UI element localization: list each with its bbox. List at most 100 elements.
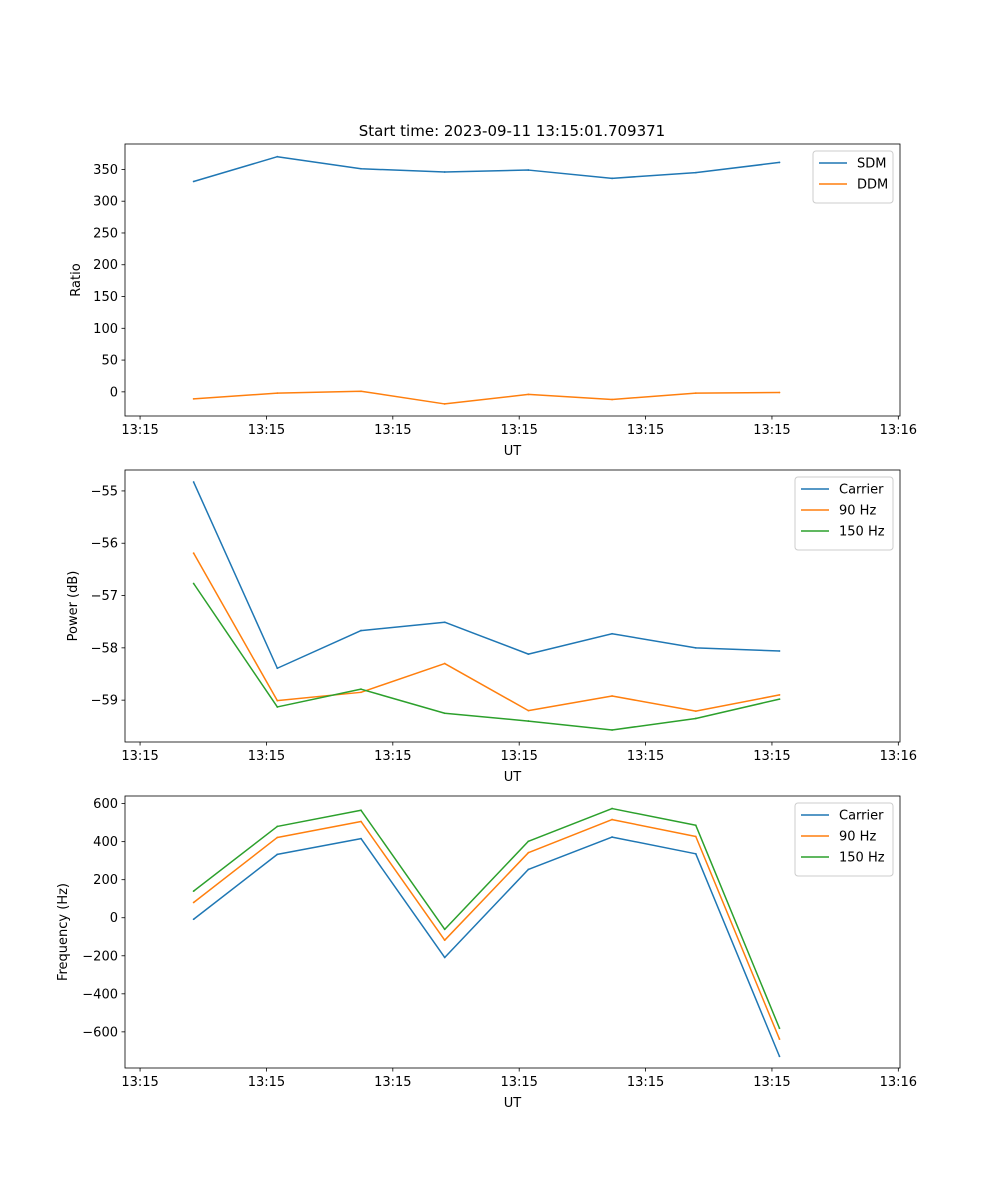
data-point-150-hz-7 bbox=[694, 824, 697, 827]
legend-label-ddm: DDM bbox=[857, 178, 888, 193]
y-tick-label: 350 bbox=[93, 163, 118, 178]
data-point-ddm-2 bbox=[276, 392, 279, 395]
y-tick-label: 400 bbox=[93, 835, 118, 850]
data-point-150-hz-2 bbox=[276, 706, 279, 708]
y-tick-label: 50 bbox=[101, 354, 118, 369]
data-point-sdm-2 bbox=[276, 155, 279, 158]
data-point-90-hz-2 bbox=[276, 836, 279, 839]
axes-frame bbox=[124, 795, 901, 1069]
data-point-150-hz-4 bbox=[443, 928, 446, 931]
y-tick-label: 0 bbox=[110, 385, 118, 400]
data-point-ddm-8 bbox=[778, 391, 781, 394]
y-tick-label: 250 bbox=[93, 226, 118, 241]
data-point-90-hz-1 bbox=[192, 901, 195, 904]
legend-label-90-hz: 90 Hz bbox=[839, 830, 876, 845]
data-point-150-hz-8 bbox=[778, 698, 781, 701]
x-tick-label: 13:15 bbox=[500, 423, 537, 438]
data-point-90-hz-6 bbox=[611, 695, 613, 697]
data-point-carrier-6 bbox=[611, 632, 613, 635]
x-tick-label: 13:15 bbox=[248, 1075, 285, 1090]
data-point-carrier-4 bbox=[443, 956, 446, 959]
data-point-90-hz-3 bbox=[360, 691, 362, 694]
data-point-150-hz-1 bbox=[192, 582, 195, 585]
y-tick-label: −56 bbox=[91, 537, 118, 552]
y-axis-label: Frequency (Hz) bbox=[56, 883, 71, 981]
data-point-ddm-1 bbox=[192, 397, 195, 400]
series-line-90-hz bbox=[192, 552, 780, 712]
axes-frame bbox=[124, 143, 901, 417]
series-line-150-hz bbox=[193, 583, 780, 731]
data-point-90-hz-5 bbox=[527, 709, 530, 712]
data-point-150-hz-1 bbox=[192, 890, 195, 893]
data-point-ddm-3 bbox=[360, 390, 362, 393]
data-point-150-hz-8 bbox=[778, 1027, 781, 1030]
data-point-90-hz-7 bbox=[694, 710, 697, 713]
x-tick-label: 13:15 bbox=[753, 423, 790, 438]
series-line-150-hz bbox=[193, 807, 781, 1029]
legend-label-90-hz: 90 Hz bbox=[839, 504, 876, 519]
series-line-90-hz bbox=[193, 818, 781, 1040]
data-point-150-hz-3 bbox=[360, 688, 362, 691]
y-tick-label: −600 bbox=[82, 1025, 118, 1040]
data-point-ddm-4 bbox=[443, 403, 446, 405]
x-axis-label: UT bbox=[504, 1096, 522, 1111]
legend-label-150-hz: 150 Hz bbox=[839, 851, 885, 866]
data-point-carrier-3 bbox=[360, 837, 362, 840]
data-point-sdm-4 bbox=[443, 171, 446, 173]
data-point-150-hz-6 bbox=[611, 729, 613, 731]
data-point-carrier-2 bbox=[276, 667, 279, 670]
data-point-carrier-1 bbox=[192, 481, 195, 483]
figure-title: Start time: 2023-09-11 13:15:01.709371 bbox=[359, 122, 665, 140]
y-tick-label: −59 bbox=[91, 694, 118, 709]
data-point-carrier-1 bbox=[192, 918, 195, 921]
x-tick-label: 13:15 bbox=[121, 749, 158, 764]
series-line-sdm bbox=[193, 155, 780, 183]
data-point-carrier-5 bbox=[527, 653, 530, 656]
chart-panel-ratio: 13:15 13:15 13:15 13:15 13:15 13:15 13:16 0 50 10… bbox=[69, 143, 917, 459]
chart-panel-frequency: 13:15 13:15 13:15 13:15 13:15 13:15 13:16 −600 −… bbox=[56, 795, 917, 1111]
y-tick-label: −400 bbox=[82, 987, 118, 1002]
y-tick-label: 200 bbox=[93, 873, 118, 888]
data-point-sdm-8 bbox=[778, 161, 781, 164]
legend-label-carrier: Carrier bbox=[839, 483, 884, 498]
y-tick-label: −58 bbox=[91, 641, 118, 656]
x-tick-label: 13:15 bbox=[248, 423, 285, 438]
data-point-carrier-8 bbox=[778, 1055, 781, 1058]
data-point-carrier-2 bbox=[276, 853, 279, 856]
data-point-150-hz-7 bbox=[694, 717, 697, 720]
x-tick-label: 13:16 bbox=[880, 749, 917, 764]
data-point-150-hz-5 bbox=[527, 840, 530, 843]
data-point-carrier-8 bbox=[778, 650, 781, 652]
data-point-carrier-4 bbox=[443, 621, 446, 624]
x-tick-label: 13:15 bbox=[500, 749, 537, 764]
x-tick-label: 13:15 bbox=[121, 423, 158, 438]
x-tick-label: 13:15 bbox=[374, 423, 411, 438]
y-tick-label: −57 bbox=[91, 589, 118, 604]
data-point-90-hz-2 bbox=[276, 699, 279, 702]
data-point-carrier-7 bbox=[694, 852, 697, 855]
x-tick-label: 13:15 bbox=[374, 749, 411, 764]
chart-panel-power: 13:15 13:15 13:15 13:15 13:15 13:15 13:16 −59 −5… bbox=[66, 469, 917, 785]
y-axis-label: Power (dB) bbox=[66, 571, 81, 642]
data-point-90-hz-3 bbox=[360, 820, 362, 823]
legend-label-sdm: SDM bbox=[857, 157, 886, 172]
y-tick-label: 0 bbox=[110, 911, 118, 926]
y-tick-label: 300 bbox=[93, 195, 118, 210]
data-point-carrier-6 bbox=[611, 836, 613, 838]
x-tick-label: 13:15 bbox=[500, 1075, 537, 1090]
y-tick-label: 100 bbox=[93, 322, 118, 337]
legend-label-150-hz: 150 Hz bbox=[839, 525, 885, 540]
x-tick-label: 13:15 bbox=[753, 749, 790, 764]
data-point-90-hz-1 bbox=[192, 552, 195, 555]
y-axis-label: Ratio bbox=[69, 263, 84, 296]
x-tick-label: 13:15 bbox=[248, 749, 285, 764]
data-point-sdm-5 bbox=[527, 169, 530, 171]
legend-label-carrier: Carrier bbox=[839, 809, 884, 824]
data-point-90-hz-8 bbox=[778, 1038, 781, 1040]
x-tick-label: 13:15 bbox=[627, 1075, 664, 1090]
data-point-carrier-7 bbox=[694, 646, 697, 649]
x-tick-label: 13:15 bbox=[753, 1075, 790, 1090]
data-point-sdm-7 bbox=[694, 171, 697, 174]
y-tick-label: −55 bbox=[91, 484, 118, 499]
